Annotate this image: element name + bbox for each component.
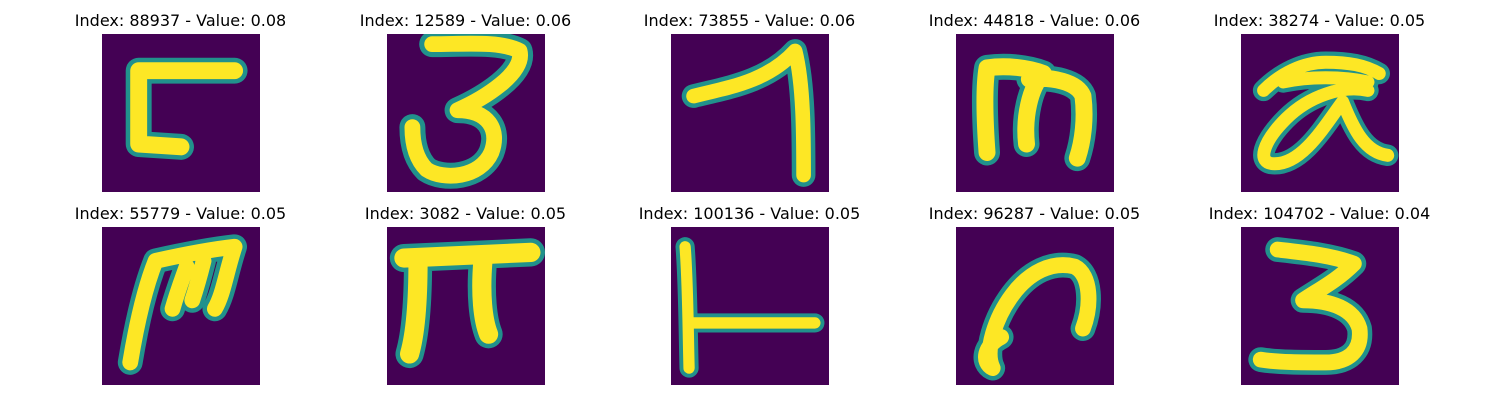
digit-image (387, 227, 545, 385)
panel-title: Index: 12589 - Value: 0.06 (359, 11, 572, 30)
panel-10: Index: 104702 - Value: 0.04 (1177, 205, 1462, 385)
digit-image (671, 227, 829, 385)
panel-title: Index: 3082 - Value: 0.05 (364, 204, 567, 223)
panel-5: Index: 38274 - Value: 0.05 (1177, 12, 1462, 192)
panel-title: Index: 100136 - Value: 0.05 (638, 204, 861, 223)
panel-title: Index: 38274 - Value: 0.05 (1213, 11, 1426, 30)
digit-image (671, 34, 829, 192)
panel-title: Index: 55779 - Value: 0.05 (74, 204, 287, 223)
panel-7: Index: 3082 - Value: 0.05 (323, 205, 608, 385)
digit-image (1241, 227, 1399, 385)
panel-4: Index: 44818 - Value: 0.06 (892, 12, 1177, 192)
panel-title: Index: 44818 - Value: 0.06 (928, 11, 1141, 30)
panel-3: Index: 73855 - Value: 0.06 (607, 12, 892, 192)
panel-2: Index: 12589 - Value: 0.06 (323, 12, 608, 192)
panel-8: Index: 100136 - Value: 0.05 (607, 205, 892, 385)
panel-title: Index: 96287 - Value: 0.05 (928, 204, 1141, 223)
digit-image (1241, 34, 1399, 192)
digit-image (102, 227, 260, 385)
digit-image (102, 34, 260, 192)
panel-title: Index: 73855 - Value: 0.06 (643, 11, 856, 30)
panel-title: Index: 104702 - Value: 0.04 (1208, 204, 1431, 223)
panel-6: Index: 55779 - Value: 0.05 (38, 205, 323, 385)
panel-1: Index: 88937 - Value: 0.08 (38, 12, 323, 192)
panel-9: Index: 96287 - Value: 0.05 (892, 205, 1177, 385)
digit-image (387, 34, 545, 192)
digit-image (956, 34, 1114, 192)
digit-image (956, 227, 1114, 385)
panel-title: Index: 88937 - Value: 0.08 (74, 11, 287, 30)
